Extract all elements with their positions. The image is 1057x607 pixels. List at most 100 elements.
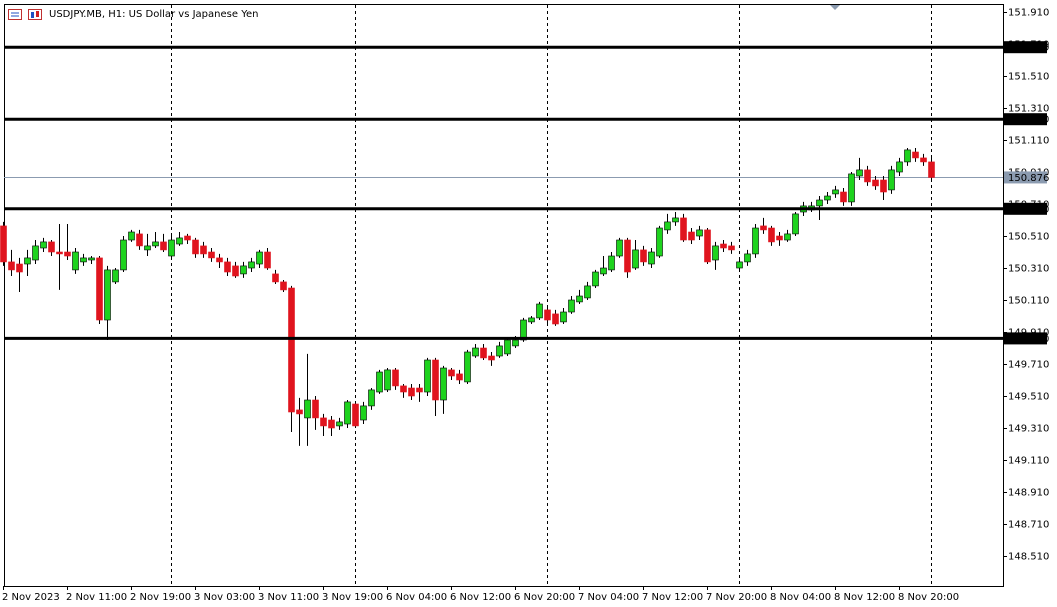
icon: [36, 11, 39, 17]
candle-body: [872, 179, 879, 187]
x-tick-label: 2 Nov 11:00: [66, 592, 127, 603]
candle-body: [48, 241, 55, 253]
candle-body: [304, 399, 311, 419]
candle-body: [392, 369, 399, 387]
candle-body: [320, 417, 327, 427]
candle-body: [208, 251, 215, 259]
chart-icons: [8, 9, 42, 20]
level-price-box: [1004, 202, 1047, 215]
candle-body: [456, 373, 463, 381]
candle-body: [480, 347, 487, 359]
candle-body: [848, 173, 855, 203]
icon: [31, 12, 34, 18]
candle-body: [712, 245, 719, 261]
y-tick-label: 148.710: [1008, 520, 1049, 531]
candle-body: [112, 269, 119, 283]
candle-body: [816, 199, 823, 207]
candle-body: [32, 245, 39, 261]
level-price-label: 151.690: [1008, 43, 1049, 54]
y-tick-label: 148.510: [1008, 552, 1049, 563]
candle-body: [728, 245, 735, 251]
candle-body: [536, 303, 543, 319]
candle-body: [672, 217, 679, 223]
candle-body: [408, 387, 415, 397]
candle-body: [40, 241, 47, 249]
candle-body: [336, 421, 343, 427]
candle-body: [568, 299, 575, 313]
candle-body: [496, 345, 503, 357]
candle-body: [912, 151, 919, 159]
x-tick-label: 3 Nov 03:00: [194, 592, 255, 603]
candle-body: [256, 251, 263, 265]
candle-body: [344, 401, 351, 425]
candle-body: [616, 239, 623, 257]
candle-body: [168, 239, 175, 257]
candle-body: [576, 295, 583, 303]
candle-body: [776, 235, 783, 241]
x-tick-label: 2 Nov 2023: [2, 592, 60, 603]
level-price-box: [1004, 41, 1047, 54]
x-tick-label: 3 Nov 19:00: [322, 592, 383, 603]
candle-body: [736, 261, 743, 269]
y-tick-label: 149.310: [1008, 424, 1049, 435]
candle-body: [272, 273, 279, 283]
x-tick-label: 8 Nov 20:00: [898, 592, 959, 603]
candle-body: [464, 351, 471, 383]
candle-body: [144, 245, 151, 251]
candle-body: [704, 229, 711, 263]
candle-body: [920, 157, 927, 163]
candle-body: [760, 225, 767, 231]
candle-body: [640, 249, 647, 263]
candle-body: [856, 169, 863, 177]
candle-body: [288, 287, 295, 413]
y-tick-label: 150.110: [1008, 296, 1049, 307]
candle-body: [328, 419, 335, 429]
candle-body: [680, 217, 687, 241]
y-tick-label: 149.510: [1008, 392, 1049, 403]
candle-body: [232, 265, 239, 277]
candle-body: [72, 251, 79, 271]
candle-body: [656, 227, 663, 257]
candle-body: [864, 169, 871, 183]
level-price-box: [1004, 332, 1047, 345]
candle-body: [904, 149, 911, 163]
candle-body: [176, 237, 183, 245]
candle-body: [632, 249, 639, 269]
candle-body: [360, 405, 367, 421]
y-tick-label: 151.110: [1008, 136, 1049, 147]
candle-body: [592, 271, 599, 287]
y-tick-label: 151.510: [1008, 72, 1049, 83]
candle-body: [424, 359, 431, 393]
y-tick-label: 149.710: [1008, 360, 1049, 371]
candle-body: [8, 261, 15, 271]
y-tick-label: 150.310: [1008, 264, 1049, 275]
candle-body: [768, 227, 775, 243]
candle-body: [840, 191, 847, 203]
candle-body: [368, 389, 375, 407]
candle-body: [136, 233, 143, 247]
y-tick-label: 149.110: [1008, 456, 1049, 467]
candle-body: [296, 409, 303, 415]
candle-body: [16, 263, 23, 273]
candle-body: [432, 359, 439, 401]
candle-body: [648, 251, 655, 265]
candle-body: [96, 257, 103, 321]
candle-body: [752, 227, 759, 255]
candle-body: [24, 257, 31, 265]
icon: [8, 9, 22, 20]
candle-body: [560, 311, 567, 323]
candle-body: [928, 161, 935, 178]
candle-body: [88, 257, 95, 261]
plot-frame: [4, 4, 1004, 587]
candle-body: [744, 253, 751, 263]
x-tick-label: 6 Nov 20:00: [514, 592, 575, 603]
level-price-label: 151.240: [1008, 115, 1049, 126]
candle-body: [120, 239, 127, 271]
y-tick-label: 151.910: [1008, 8, 1049, 19]
level-price-box: [1004, 113, 1047, 126]
candle-body: [280, 281, 287, 291]
x-tick-label: 7 Nov 04:00: [578, 592, 639, 603]
candle-body: [472, 347, 479, 357]
candle-body: [448, 369, 455, 377]
